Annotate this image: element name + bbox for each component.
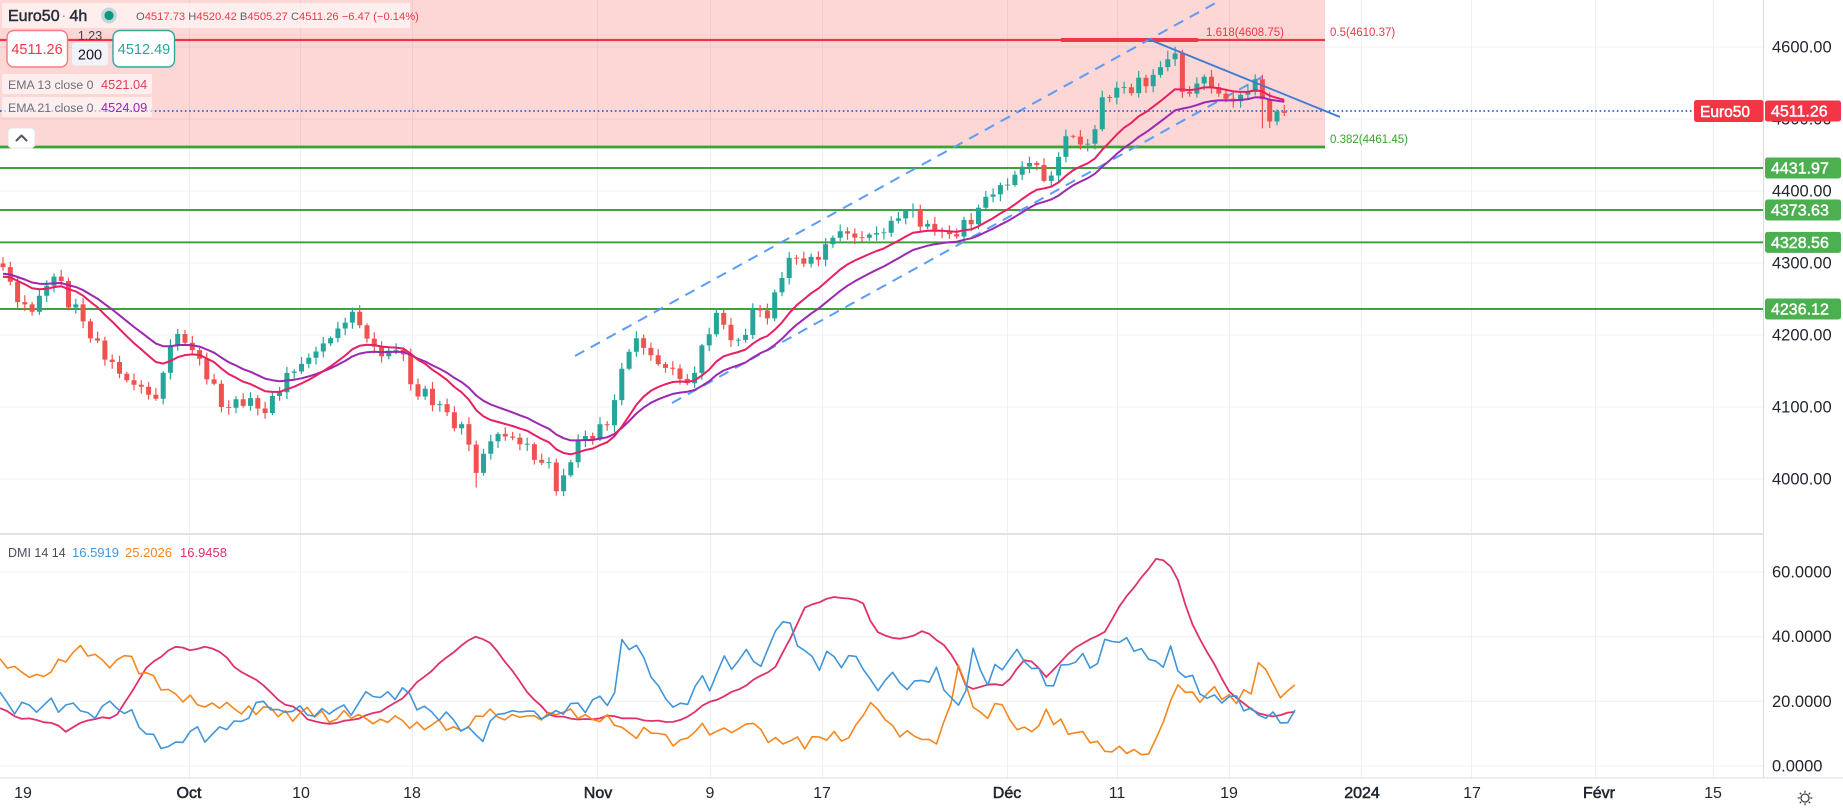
svg-text:2024: 2024 bbox=[1344, 785, 1380, 802]
svg-text:4511.26: 4511.26 bbox=[1771, 104, 1828, 121]
svg-text:0.382(4461.45): 0.382(4461.45) bbox=[1330, 134, 1408, 146]
svg-text:4200.00: 4200.00 bbox=[1772, 327, 1832, 345]
svg-text:4521.04: 4521.04 bbox=[101, 77, 147, 92]
svg-text:Déc: Déc bbox=[993, 785, 1021, 802]
svg-text:11: 11 bbox=[1109, 785, 1126, 802]
svg-text:Euro50: Euro50 bbox=[8, 8, 60, 25]
svg-text:4600.00: 4600.00 bbox=[1772, 39, 1832, 57]
svg-text:4512.49: 4512.49 bbox=[118, 42, 170, 58]
svg-text:4431.97: 4431.97 bbox=[1771, 161, 1829, 178]
svg-text:200: 200 bbox=[78, 48, 102, 64]
svg-text:17: 17 bbox=[813, 785, 831, 802]
svg-text:40.0000: 40.0000 bbox=[1772, 628, 1832, 646]
svg-text:20.0000: 20.0000 bbox=[1772, 693, 1832, 711]
svg-text:4100.00: 4100.00 bbox=[1772, 399, 1832, 417]
svg-text:4511.26: 4511.26 bbox=[11, 42, 62, 58]
svg-text:4h: 4h bbox=[70, 8, 88, 25]
svg-text:EMA 21 close 0: EMA 21 close 0 bbox=[8, 101, 94, 115]
svg-text:·: · bbox=[62, 7, 67, 23]
svg-text:25.2026: 25.2026 bbox=[125, 545, 172, 560]
svg-text:4328.56: 4328.56 bbox=[1771, 235, 1829, 252]
svg-text:0.0000: 0.0000 bbox=[1772, 758, 1822, 776]
svg-text:Nov: Nov bbox=[584, 785, 612, 802]
svg-text:60.0000: 60.0000 bbox=[1772, 564, 1832, 582]
svg-text:0.5(4610.37): 0.5(4610.37) bbox=[1330, 27, 1395, 39]
svg-text:16.5919: 16.5919 bbox=[72, 545, 119, 560]
svg-text:Févr: Févr bbox=[1583, 785, 1616, 802]
svg-text:O4517.73 H4520.42 B4505.27 C45: O4517.73 H4520.42 B4505.27 C4511.26 −6.4… bbox=[136, 11, 419, 23]
svg-text:1.618(4608.75): 1.618(4608.75) bbox=[1206, 27, 1284, 39]
svg-text:19: 19 bbox=[14, 785, 32, 802]
svg-text:DMI 14 14: DMI 14 14 bbox=[8, 546, 66, 560]
svg-text:4373.63: 4373.63 bbox=[1771, 203, 1829, 220]
svg-text:17: 17 bbox=[1463, 785, 1481, 802]
svg-text:EMA 13 close 0: EMA 13 close 0 bbox=[8, 78, 94, 92]
svg-text:4400.00: 4400.00 bbox=[1772, 183, 1832, 201]
svg-text:9: 9 bbox=[706, 785, 715, 802]
svg-text:4236.12: 4236.12 bbox=[1771, 302, 1829, 319]
svg-text:Oct: Oct bbox=[177, 785, 202, 802]
svg-text:4524.09: 4524.09 bbox=[101, 100, 147, 115]
svg-text:15: 15 bbox=[1704, 785, 1722, 802]
svg-text:1.23: 1.23 bbox=[78, 29, 102, 43]
svg-text:18: 18 bbox=[403, 785, 421, 802]
svg-text:Euro50: Euro50 bbox=[1700, 104, 1750, 121]
svg-text:19: 19 bbox=[1220, 785, 1238, 802]
svg-text:4300.00: 4300.00 bbox=[1772, 255, 1832, 273]
svg-text:16.9458: 16.9458 bbox=[180, 545, 227, 560]
svg-text:10: 10 bbox=[292, 785, 310, 802]
svg-text:4000.00: 4000.00 bbox=[1772, 471, 1832, 489]
